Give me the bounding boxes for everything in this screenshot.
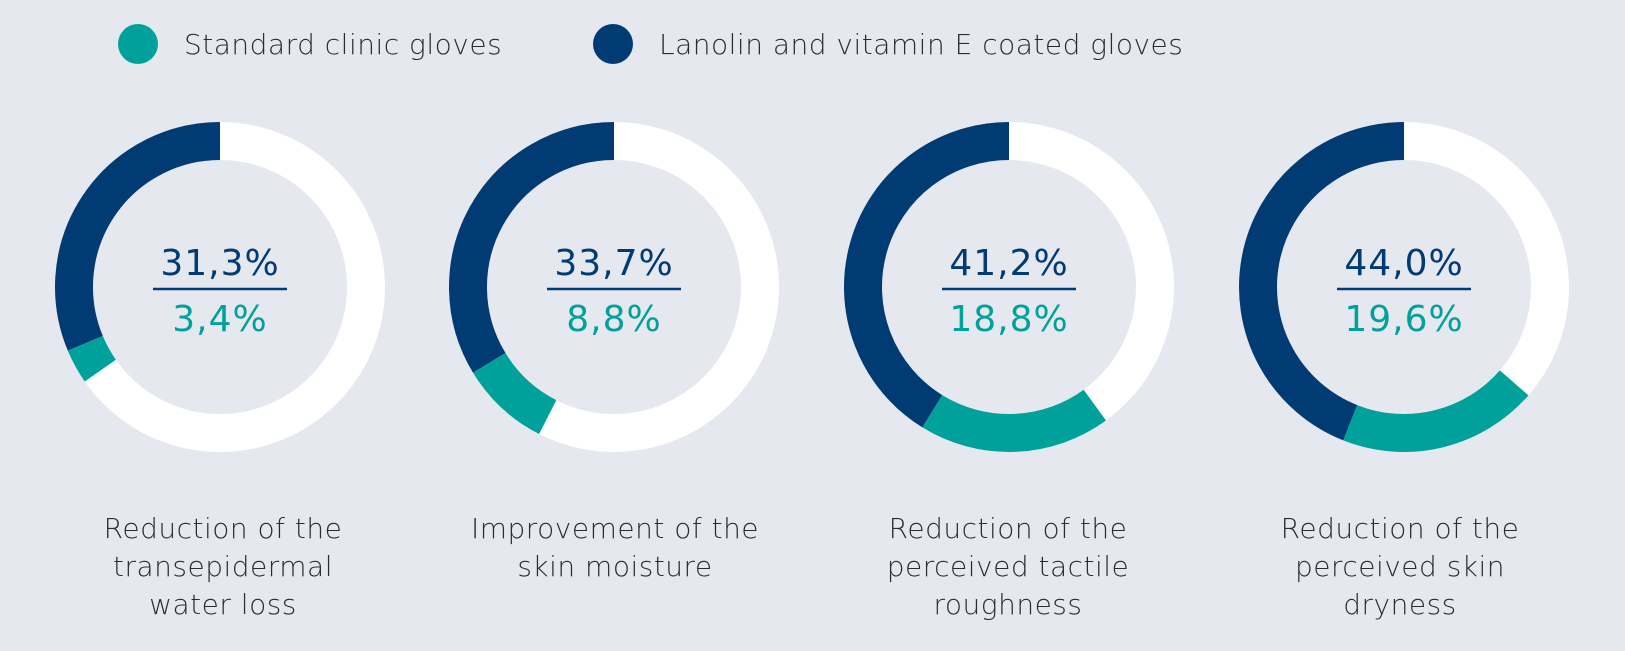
chart-legend: Standard clinic gloves Lanolin and vitam… xyxy=(0,0,1625,90)
donut-arc-standard xyxy=(67,335,117,382)
donut-arc-standard xyxy=(1343,370,1529,452)
donut-value-coated: 41,2% xyxy=(949,243,1068,284)
donut-value-standard: 3,4% xyxy=(172,299,267,340)
legend-item-standard: Standard clinic gloves xyxy=(118,24,502,64)
donut-arc-coated xyxy=(449,122,615,373)
legend-label-coated: Lanolin and vitamin E coated gloves xyxy=(659,27,1184,61)
donut-arc-coated xyxy=(55,122,221,351)
legend-label-standard: Standard clinic gloves xyxy=(184,27,503,61)
donut-arc-coated xyxy=(844,122,1010,428)
donut-arc-standard xyxy=(473,352,557,435)
chart-caption-2: Reduction of the perceived tactile rough… xyxy=(886,512,1130,621)
chart-caption-3: Reduction of the perceived skin dryness xyxy=(1280,512,1520,621)
donut-arc-coated xyxy=(1239,122,1405,441)
chart-caption-1: Improvement of the skin moisture xyxy=(470,512,760,583)
chart-caption-0: Reduction of the transepidermal water lo… xyxy=(103,512,343,621)
donut-chart-0: 31,3% 3,4% xyxy=(55,122,385,452)
donut-arc-standard xyxy=(922,389,1106,452)
legend-swatch-standard xyxy=(118,24,158,64)
donut-chart-1: 33,7% 8,8% xyxy=(449,122,779,452)
donut-value-coated: 44,0% xyxy=(1344,243,1463,284)
donut-value-coated: 31,3% xyxy=(160,243,279,284)
donut-value-standard: 18,8% xyxy=(949,299,1068,340)
donut-value-standard: 8,8% xyxy=(566,299,661,340)
donut-value-standard: 19,6% xyxy=(1344,299,1463,340)
legend-swatch-coated xyxy=(593,24,633,64)
donut-chart-3: 44,0% 19,6% xyxy=(1239,122,1569,452)
donut-chart-2: 41,2% 18,8% xyxy=(844,122,1174,452)
legend-item-coated: Lanolin and vitamin E coated gloves xyxy=(593,24,1183,64)
donut-value-coated: 33,7% xyxy=(554,243,673,284)
